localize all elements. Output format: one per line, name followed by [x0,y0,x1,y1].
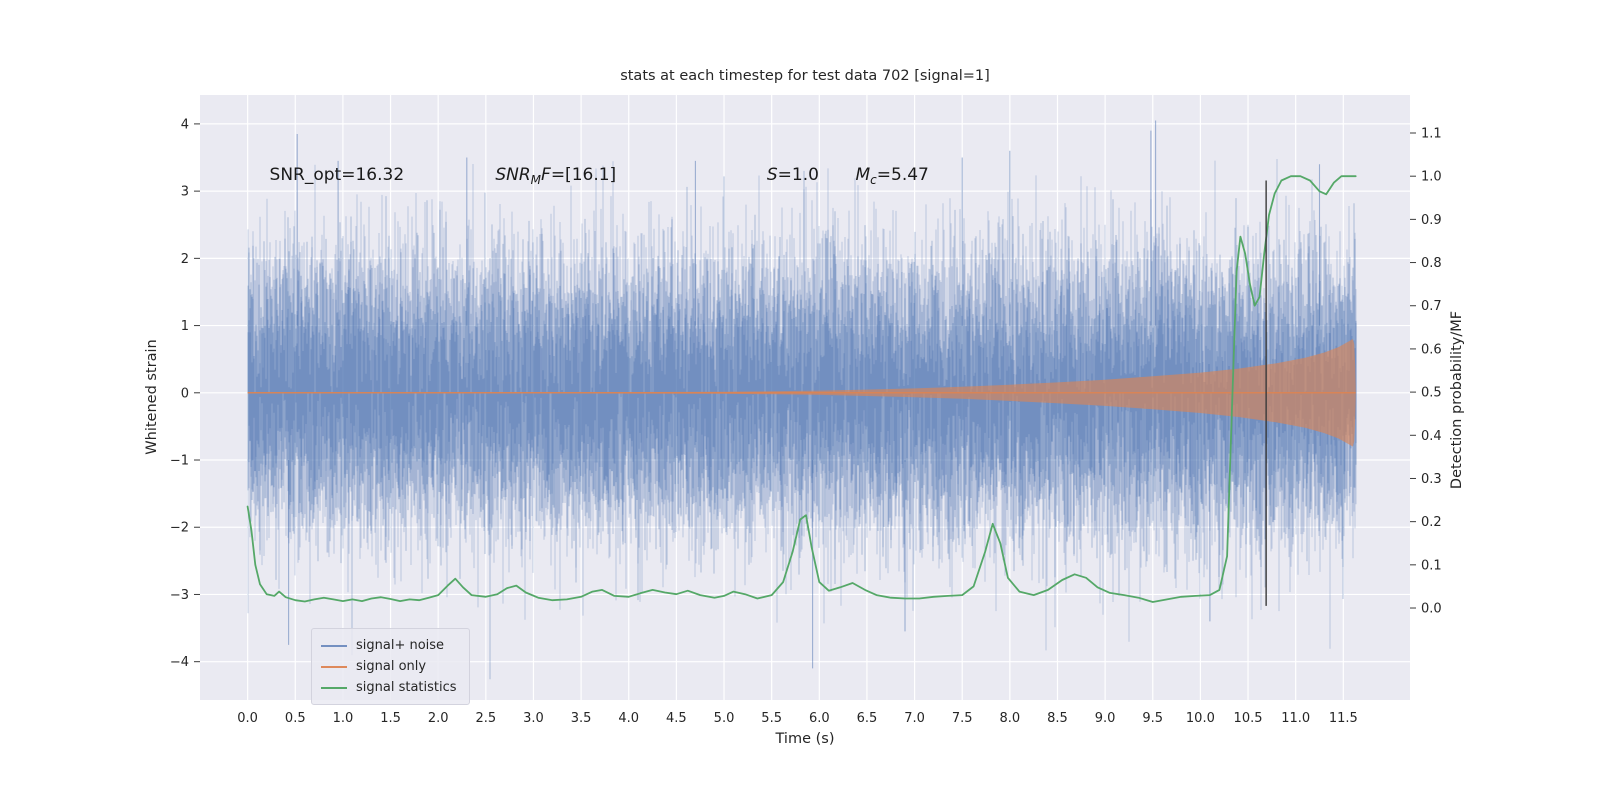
x-tick-label: 7.5 [952,711,973,726]
legend-label: signal+ noise [356,638,445,653]
x-tick-label: 11.0 [1281,711,1310,726]
legend-swatch [321,686,347,689]
x-tick-label: 1.5 [380,711,401,726]
legend-item: signal+ noise [321,635,457,656]
left-y-axis-label: Whitened strain [144,339,160,455]
y-right-tick-label: 1.1 [1421,127,1442,142]
x-tick-label: 6.0 [809,711,830,726]
x-tick-label: 8.0 [999,711,1020,726]
chart-title: stats at each timestep for test data 702… [620,68,990,84]
stat-annotation: S=1.0 [766,164,819,185]
stat-annotation: SNRMF=[16.1] [495,164,617,187]
x-tick-label: 9.5 [1142,711,1163,726]
stat-annotation: Mc=5.47 [855,164,929,187]
legend-label: signal statistics [356,680,457,695]
x-tick-label: 2.0 [428,711,449,726]
tick-marks [194,123,1416,663]
x-tick-label: 9.0 [1095,711,1116,726]
noise-spikes [288,120,1321,669]
y-left-tick-label: −1 [170,454,189,469]
legend-label: signal only [356,659,427,674]
tick-labels: 0.0 0.5 1.0 1.5 2.0 2.5 3.0 3.5 4.0 4.5 5.0 5.5 6.0 6… [170,117,1442,726]
x-tick-label: 0.0 [237,711,258,726]
y-right-tick-label: 0.3 [1421,472,1442,487]
series-signal-only [247,339,1356,447]
x-tick-label: 1.0 [333,711,354,726]
x-tick-label: 7.0 [904,711,925,726]
y-left-tick-label: 3 [181,185,189,200]
y-right-tick-label: 0.2 [1421,515,1442,530]
right-y-axis-label: Detection probability/MF [1449,310,1465,490]
legend-item: signal only [321,656,457,677]
y-right-tick-label: 0.4 [1421,429,1442,444]
x-tick-label: 3.0 [523,711,544,726]
y-right-tick-label: 0.9 [1421,213,1442,228]
x-tick-label: 5.5 [761,711,782,726]
legend: signal+ noise signal only signal statistic… [311,628,470,705]
x-tick-label: 10.5 [1234,711,1263,726]
x-tick-label: 10.0 [1186,711,1215,726]
x-axis-label: Time (s) [775,731,835,747]
y-left-tick-label: 2 [181,252,189,267]
y-left-tick-label: 0 [181,386,189,401]
y-right-tick-label: 0.1 [1421,558,1442,573]
y-left-tick-label: 1 [181,319,189,334]
stat-annotation: SNR_opt=16.32 [269,164,405,185]
y-left-tick-label: 4 [181,117,189,132]
x-tick-label: 4.5 [666,711,687,726]
series-signal-statistics [246,175,1357,603]
y-right-tick-label: 0.6 [1421,342,1442,357]
y-left-tick-label: −3 [170,588,189,603]
legend-item: signal statistics [321,677,457,698]
x-tick-label: 5.0 [714,711,735,726]
y-left-tick-label: −4 [170,655,189,670]
x-tick-label: 11.5 [1329,711,1358,726]
x-tick-label: 8.5 [1047,711,1068,726]
y-right-tick-label: 0.8 [1421,256,1442,271]
x-tick-label: 6.5 [857,711,878,726]
x-tick-label: 2.5 [475,711,496,726]
y-left-tick-label: −2 [170,521,189,536]
x-tick-label: 3.5 [571,711,592,726]
legend-swatch [321,665,347,668]
legend-swatch [321,644,347,647]
y-right-tick-label: 0.7 [1421,299,1442,314]
y-right-tick-label: 0.0 [1421,602,1442,617]
y-right-tick-label: 0.5 [1421,386,1442,401]
y-right-tick-label: 1.0 [1421,170,1442,185]
x-tick-label: 0.5 [285,711,306,726]
x-tick-label: 4.0 [618,711,639,726]
